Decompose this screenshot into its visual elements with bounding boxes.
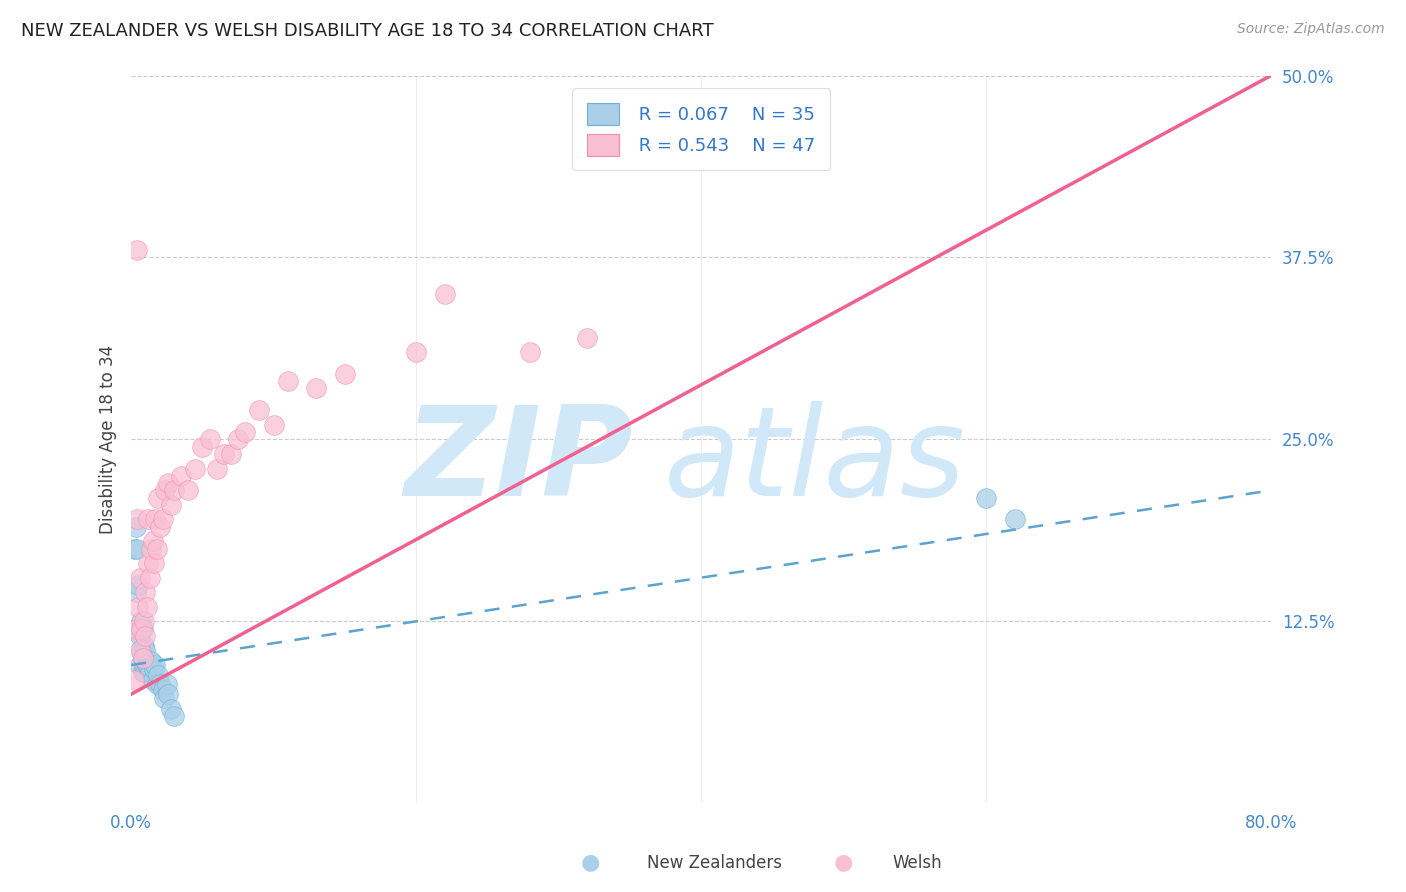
Point <box>219 447 242 461</box>
Point <box>1004 512 1026 526</box>
Text: ZIP: ZIP <box>404 401 633 522</box>
Point <box>125 243 148 257</box>
Point <box>122 673 145 687</box>
Point <box>131 622 153 636</box>
Point <box>191 440 214 454</box>
Point <box>163 483 186 498</box>
Point <box>198 433 221 447</box>
Point <box>134 665 156 680</box>
Point <box>212 447 235 461</box>
Point <box>135 599 157 614</box>
Point <box>127 622 149 636</box>
Point <box>163 709 186 723</box>
Point <box>576 330 599 344</box>
Point <box>132 639 155 653</box>
Text: ●: ● <box>834 853 853 872</box>
Point <box>128 571 150 585</box>
Point <box>129 615 152 629</box>
Point <box>139 665 162 680</box>
Point <box>305 381 328 395</box>
Point <box>157 476 180 491</box>
Point <box>124 520 146 534</box>
Point <box>131 665 153 680</box>
Text: Welsh: Welsh <box>893 855 942 872</box>
Point <box>128 658 150 673</box>
Point <box>141 654 163 668</box>
Text: NEW ZEALANDER VS WELSH DISABILITY AGE 18 TO 34 CORRELATION CHART: NEW ZEALANDER VS WELSH DISABILITY AGE 18… <box>21 22 714 40</box>
Point <box>128 629 150 643</box>
Point <box>128 643 150 657</box>
Point <box>142 534 165 549</box>
Point <box>152 512 174 526</box>
Point <box>146 677 169 691</box>
Point <box>142 673 165 687</box>
Point <box>129 622 152 636</box>
Point <box>131 650 153 665</box>
Point <box>148 668 170 682</box>
Point <box>974 491 997 505</box>
Text: atlas: atlas <box>664 401 966 522</box>
Point <box>135 658 157 673</box>
Point <box>153 691 176 706</box>
Point <box>129 643 152 657</box>
Point <box>143 556 166 570</box>
Point <box>205 461 228 475</box>
Point <box>160 701 183 715</box>
Point <box>156 677 179 691</box>
Point <box>149 677 172 691</box>
Point <box>124 622 146 636</box>
Point <box>122 541 145 556</box>
Point <box>152 682 174 697</box>
Point <box>132 658 155 673</box>
Point <box>226 433 249 447</box>
Point <box>134 585 156 599</box>
Text: New Zealanders: New Zealanders <box>647 855 782 872</box>
Point <box>131 650 153 665</box>
Point <box>170 468 193 483</box>
Point <box>143 662 166 676</box>
Point <box>127 599 149 614</box>
Point <box>149 520 172 534</box>
Point <box>145 512 167 526</box>
Point <box>155 483 177 498</box>
Point <box>146 541 169 556</box>
Point <box>139 571 162 585</box>
Point <box>138 556 160 570</box>
Point <box>249 403 271 417</box>
Point <box>134 629 156 643</box>
Point <box>138 658 160 673</box>
Point <box>177 483 200 498</box>
Point <box>125 541 148 556</box>
Point <box>405 345 427 359</box>
Point <box>157 687 180 701</box>
Point <box>519 345 541 359</box>
Point <box>134 643 156 657</box>
Legend:  R = 0.067    N = 35,  R = 0.543    N = 47: R = 0.067 N = 35, R = 0.543 N = 47 <box>572 88 830 170</box>
Point <box>124 585 146 599</box>
Point <box>138 512 160 526</box>
Point <box>233 425 256 439</box>
Text: ●: ● <box>581 853 600 872</box>
Point <box>277 374 299 388</box>
Point <box>132 615 155 629</box>
Point <box>433 286 456 301</box>
Point <box>148 491 170 505</box>
Point <box>125 512 148 526</box>
Point <box>333 367 356 381</box>
Text: Source: ZipAtlas.com: Source: ZipAtlas.com <box>1237 22 1385 37</box>
Point <box>141 541 163 556</box>
Y-axis label: Disability Age 18 to 34: Disability Age 18 to 34 <box>100 345 117 534</box>
Point <box>263 417 285 432</box>
Point <box>184 461 207 475</box>
Point <box>127 578 149 592</box>
Point <box>145 658 167 673</box>
Point <box>160 498 183 512</box>
